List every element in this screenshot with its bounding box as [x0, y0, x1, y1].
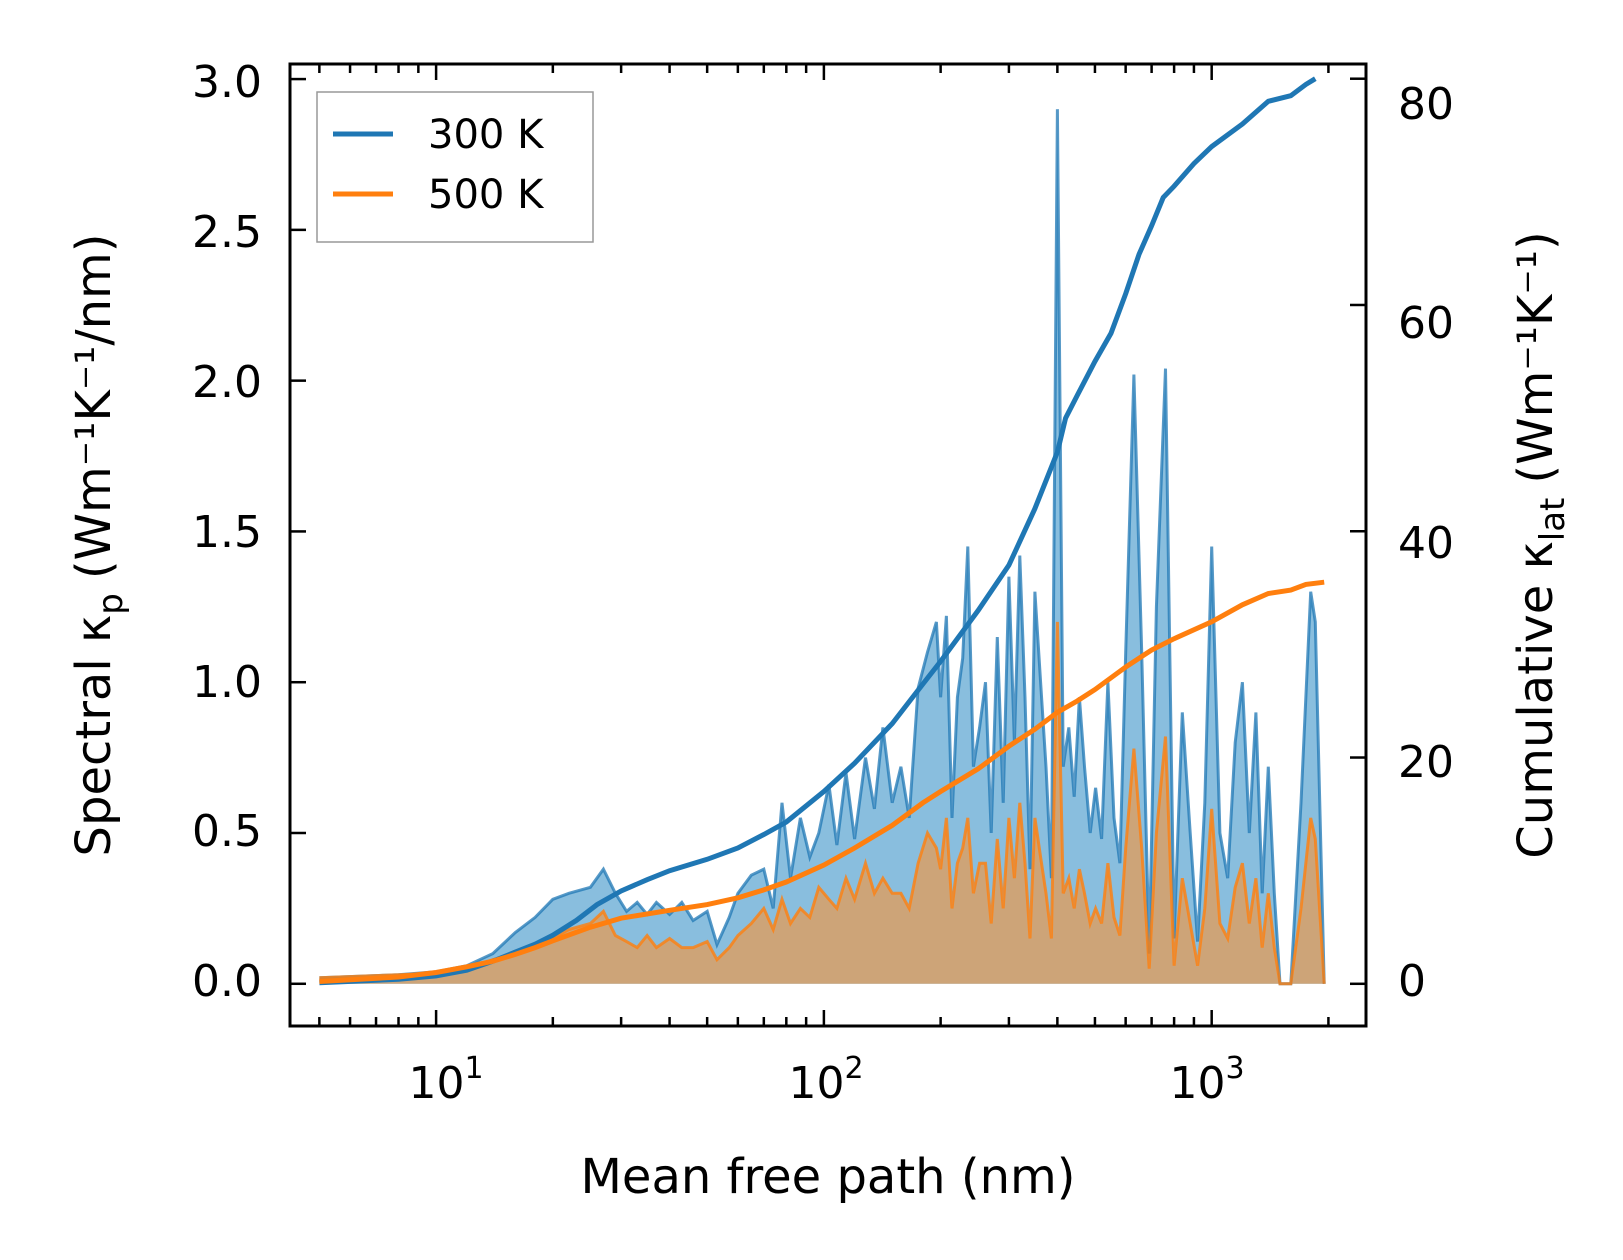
- y-right-tick-label: 40: [1398, 518, 1454, 569]
- legend-label-500k: 500 K: [428, 172, 545, 218]
- cumulative-line-300k: [319, 76, 1317, 986]
- y-left-tick-labels: 0.0 0.5 1.0 1.5 2.0 2.5 3.0: [192, 57, 262, 1007]
- y-right-axis-title: Cumulative κlat(Wm⁻¹K⁻¹): [1508, 231, 1573, 858]
- y-right-tick-labels: 0 20 40 60 80: [1398, 79, 1454, 1007]
- y-left-tick-label: 0.0: [192, 956, 262, 1007]
- plot-frame: [288, 62, 1368, 1028]
- y-right-tick-label: 80: [1398, 79, 1454, 130]
- x-tick-labels: 101 102 103: [408, 1051, 1244, 1109]
- y-right-tick-label: 20: [1398, 737, 1454, 788]
- spectral-line-500k: [319, 621, 1326, 986]
- legend: 300 K 500 K: [316, 91, 594, 243]
- x-tick-label: 102: [788, 1051, 863, 1109]
- y-left-tick-label: 0.5: [192, 806, 262, 857]
- y-right-tick-label: 0: [1398, 956, 1426, 1007]
- fill-area-500k: [319, 621, 1325, 984]
- legend-label-300k: 300 K: [428, 112, 545, 158]
- y-left-axis-title: Spectral κp(Wm⁻¹K⁻¹/nm): [66, 234, 131, 857]
- axis-ticks: [290, 64, 1366, 1026]
- plot-area: [319, 76, 1326, 986]
- x-tick-label: 101: [408, 1051, 483, 1109]
- cumulative-line-500k: [319, 579, 1325, 984]
- y-left-tick-label: 2.5: [192, 207, 262, 258]
- legend-box: [316, 91, 594, 243]
- x-axis-title: Mean free path (nm): [581, 1149, 1076, 1205]
- x-tick-label: 103: [1169, 1051, 1244, 1109]
- y-left-tick-label: 3.0: [192, 57, 262, 108]
- y-left-tick-label: 1.0: [192, 657, 262, 708]
- y-left-tick-label: 2.0: [192, 357, 262, 408]
- y-right-tick-label: 60: [1398, 298, 1454, 349]
- y-left-tick-label: 1.5: [192, 507, 262, 558]
- fill-area-300k: [319, 109, 1325, 984]
